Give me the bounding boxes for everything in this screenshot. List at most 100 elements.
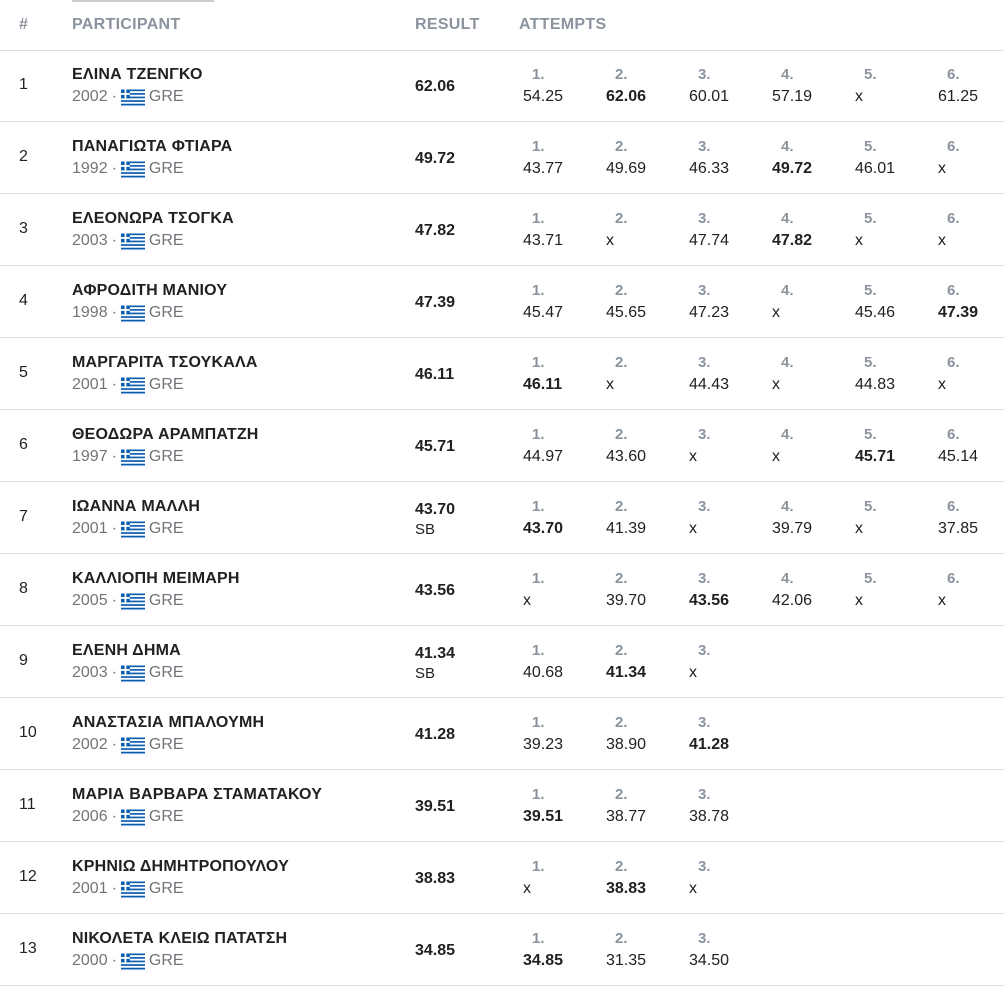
attempt-5: 5. x [855, 498, 944, 538]
participant-name[interactable]: ΙΩΑΝΝΑ ΜΑΛΛΗ [72, 498, 201, 515]
birth-year: 2002 [72, 736, 108, 753]
greece-flag-icon [120, 377, 145, 394]
birth-year: 1998 [72, 304, 108, 321]
attempt-mark: x [523, 880, 531, 897]
participant-name[interactable]: ΜΑΡΓΑΡΙΤΑ ΤΣΟΥΚΑΛΑ [72, 354, 258, 371]
table-row[interactable]: 11 ΜΑΡΙΑ ΒΑΡΒΑΡΑ ΣΤΑΜΑΤΑΚΟΥ 2006 · GRE 39.51 1… [0, 770, 1004, 842]
season-best-badge: SB [415, 665, 436, 682]
rank-cell: 7 [19, 508, 28, 525]
attempt-number: 3. [698, 714, 711, 731]
attempt-3: 3. 41.28 [689, 714, 778, 754]
attempt-number: 4. [781, 426, 794, 443]
attempt-number: 1. [532, 714, 545, 731]
birth-year: 2001 [72, 520, 108, 537]
attempt-1: 1. 39.23 [523, 714, 612, 754]
participant-name[interactable]: ΚΑΛΛΙΟΠΗ ΜΕΙΜΑΡΗ [72, 570, 240, 587]
table-row[interactable]: 4 ΑΦΡΟΔΙΤΗ ΜΑΝΙΟΥ 1998 · GRE 47.39 1. 45.47 2. 45… [0, 266, 1004, 338]
participant-name[interactable]: ΠΑΝΑΓΙΩΤΑ ΦΤΙΑΡΑ [72, 138, 233, 155]
table-row[interactable]: 3 ΕΛΕΟΝΩΡΑ ΤΣΟΓΚΑ 2003 · GRE 47.82 1. 43.71 2. x 3… [0, 194, 1004, 266]
attempt-number: 5. [864, 282, 877, 299]
participant-name[interactable]: ΘΕΟΔΩΡΑ ΑΡΑΜΠΑΤΖΗ [72, 426, 259, 443]
participant-name[interactable]: ΕΛΙΝΑ ΤΖΕΝΓΚΟ [72, 66, 203, 83]
attempt-number: 2. [615, 858, 628, 875]
separator: · [111, 592, 117, 609]
attempt-mark: 43.60 [606, 448, 647, 465]
attempt-number: 1. [532, 354, 545, 371]
separator: · [111, 376, 117, 393]
attempt-mark: x [772, 376, 780, 393]
table-row[interactable]: 7 ΙΩΑΝΝΑ ΜΑΛΛΗ 2001 · GRE 43.70 SB 1. 43.70 2. 41.… [0, 482, 1004, 554]
table-row[interactable]: 6 ΘΕΟΔΩΡΑ ΑΡΑΜΠΑΤΖΗ 1997 · GRE 45.71 1. 44.97 2.… [0, 410, 1004, 482]
attempt-6: 6. 37.85 [938, 498, 1004, 538]
birth-year: 2002 [72, 88, 108, 105]
attempt-3: 3. 34.50 [689, 930, 778, 970]
attempt-2: 2. 41.39 [606, 498, 695, 538]
attempt-mark: 44.83 [855, 376, 896, 393]
attempt-mark: x [689, 664, 697, 681]
birth-year: 2000 [72, 952, 108, 969]
participant-name[interactable]: ΕΛΕΟΝΩΡΑ ΤΣΟΓΚΑ [72, 210, 234, 227]
attempt-5: 5. 45.46 [855, 282, 944, 322]
attempt-number: 1. [532, 570, 545, 587]
attempt-mark: 41.28 [689, 736, 730, 753]
table-row[interactable]: 9 ΕΛΕΝΗ ΔΗΜΑ 2003 · GRE 41.34 SB 1. 40.68 2. 41.34… [0, 626, 1004, 698]
attempt-number: 4. [781, 498, 794, 515]
birth-year: 2003 [72, 232, 108, 249]
attempt-2: 2. 38.77 [606, 786, 695, 826]
separator: · [111, 232, 117, 249]
table-row[interactable]: 8 ΚΑΛΛΙΟΠΗ ΜΕΙΜΑΡΗ 2005 · GRE 43.56 1. x 2. 39.70… [0, 554, 1004, 626]
rank-cell: 9 [19, 652, 28, 669]
table-row[interactable]: 10 ΑΝΑΣΤΑΣΙΑ ΜΠΑΛΟΥΜΗ 2002 · GRE 41.28 1. 39.23… [0, 698, 1004, 770]
participant-info: 2005 · GRE [72, 592, 184, 610]
attempt-mark: 47.82 [772, 232, 813, 249]
attempt-mark: x [855, 232, 863, 249]
attempt-number: 1. [532, 426, 545, 443]
attempt-number: 2. [615, 354, 628, 371]
attempt-mark: 45.14 [938, 448, 979, 465]
participant-name[interactable]: ΑΝΑΣΤΑΣΙΑ ΜΠΑΛΟΥΜΗ [72, 714, 265, 731]
participant-name[interactable]: ΕΛΕΝΗ ΔΗΜΑ [72, 642, 181, 659]
participant-name[interactable]: ΚΡΗΝΙΩ ΔΗΜΗΤΡΟΠΟΥΛΟΥ [72, 858, 289, 875]
attempt-mark: x [938, 232, 946, 249]
attempt-mark: 57.19 [772, 88, 813, 105]
attempt-number: 3. [698, 642, 711, 659]
attempt-4: 4. x [772, 426, 861, 466]
header-result[interactable]: RESULT [415, 16, 480, 33]
table-row[interactable]: 12 ΚΡΗΝΙΩ ΔΗΜΗΤΡΟΠΟΥΛΟΥ 2001 · GRE 38.83 1. x 2.… [0, 842, 1004, 914]
table-row[interactable]: 1 ΕΛΙΝΑ ΤΖΕΝΓΚΟ 2002 · GRE 62.06 1. 54.25 2. 62.0… [0, 50, 1004, 122]
attempt-number: 2. [615, 642, 628, 659]
attempt-mark: 49.69 [606, 160, 647, 177]
greece-flag-icon [120, 665, 145, 682]
participant-name[interactable]: ΝΙΚΟΛΕΤΑ ΚΛΕΙΩ ΠΑΤΑΤΣΗ [72, 930, 288, 947]
attempt-mark: x [523, 592, 531, 609]
separator: · [111, 880, 117, 897]
participant-info: 2006 · GRE [72, 808, 184, 826]
attempt-2: 2. 62.06 [606, 66, 695, 106]
attempt-mark: 45.65 [606, 304, 647, 321]
attempt-number: 3. [698, 498, 711, 515]
separator: · [111, 88, 117, 105]
participant-name[interactable]: ΜΑΡΙΑ ΒΑΡΒΑΡΑ ΣΤΑΜΑΤΑΚΟΥ [72, 786, 323, 803]
attempt-2: 2. 38.90 [606, 714, 695, 754]
separator: · [111, 448, 117, 465]
participant-info: 2001 · GRE [72, 376, 184, 394]
table-row[interactable]: 5 ΜΑΡΓΑΡΙΤΑ ΤΣΟΥΚΑΛΑ 2001 · GRE 46.11 1. 46.11 2… [0, 338, 1004, 410]
attempt-number: 3. [698, 138, 711, 155]
result-value: 34.85 [415, 942, 456, 959]
header-participant[interactable]: PARTICIPANT [72, 16, 181, 33]
birth-year: 2003 [72, 664, 108, 681]
table-row[interactable]: 13 ΝΙΚΟΛΕΤΑ ΚΛΕΙΩ ΠΑΤΑΤΣΗ 2000 · GRE 34.85 1. 3… [0, 914, 1004, 986]
result-value: 45.71 [415, 438, 456, 455]
attempt-5: 5. x [855, 570, 944, 610]
attempt-number: 4. [781, 354, 794, 371]
attempt-number: 2. [615, 786, 628, 803]
participant-name[interactable]: ΑΦΡΟΔΙΤΗ ΜΑΝΙΟΥ [72, 282, 228, 299]
rank-cell: 11 [19, 796, 36, 813]
attempt-mark: x [606, 376, 614, 393]
attempt-4: 4. 57.19 [772, 66, 861, 106]
attempt-1: 1. x [523, 570, 612, 610]
table-row[interactable]: 2 ΠΑΝΑΓΙΩΤΑ ΦΤΙΑΡΑ 1992 · GRE 49.72 1. 43.77 2. 4… [0, 122, 1004, 194]
attempt-number: 3. [698, 66, 711, 83]
attempt-2: 2. 31.35 [606, 930, 695, 970]
attempt-4: 4. x [772, 354, 861, 394]
